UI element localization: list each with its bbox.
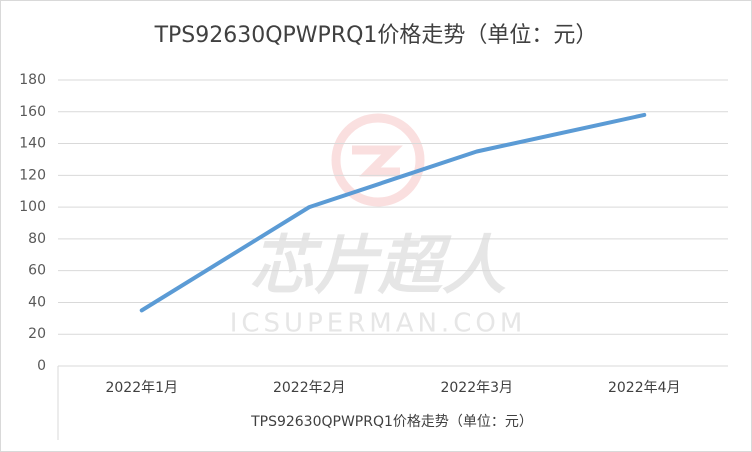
watermark-logo — [331, 113, 425, 207]
y-tick-label: 80 — [28, 231, 46, 247]
y-tick-label: 180 — [19, 72, 46, 88]
y-tick-label: 20 — [28, 326, 46, 342]
y-tick-label: 160 — [19, 104, 46, 120]
x-axis-title: TPS92630QPWPRQ1价格走势（单位：元） — [250, 414, 533, 430]
y-tick-label: 40 — [28, 294, 46, 310]
chart-title: TPS92630QPWPRQ1价格走势（单位：元） — [154, 23, 598, 48]
watermark-url: ICSUPERMAN.COM — [230, 309, 527, 339]
x-tick-label: 2022年4月 — [608, 380, 681, 396]
y-tick-label: 60 — [28, 263, 46, 279]
watermark: 芯片超人 — [250, 230, 506, 304]
y-tick-label: 0 — [37, 358, 46, 374]
x-tick-label: 2022年1月 — [105, 380, 178, 396]
y-tick-label: 140 — [19, 136, 46, 152]
line-series — [139, 112, 647, 313]
y-tick-label: 120 — [19, 167, 46, 183]
x-tick-label: 2022年3月 — [440, 380, 513, 396]
x-tick-label: 2022年2月 — [273, 380, 346, 396]
y-tick-label: 100 — [19, 199, 46, 215]
